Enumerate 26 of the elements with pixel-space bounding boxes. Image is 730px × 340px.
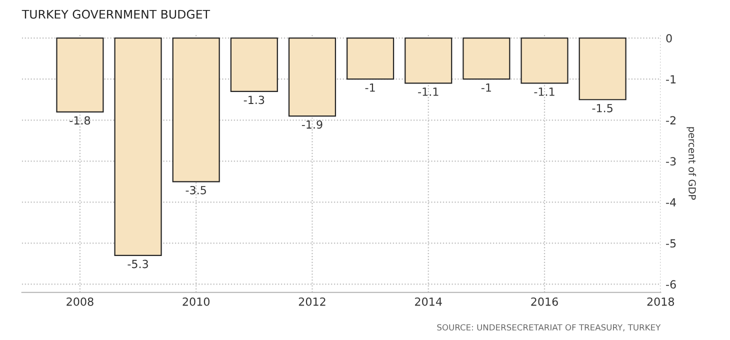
x-tick-label: 2012 <box>298 297 326 306</box>
x-tick-label: 2016 <box>531 297 558 306</box>
x-tick-label: 2018 <box>647 297 674 306</box>
y-tick-label: -2 <box>666 116 676 124</box>
data-label: -3.5 <box>186 186 206 194</box>
source-note: SOURCE: UNDERSECRETARIAT OF TREASURY, TURKEY <box>437 324 661 332</box>
data-label: -1 <box>481 84 491 92</box>
data-label: -1.1 <box>534 88 554 96</box>
y-axis-title: percent of GDP <box>686 127 696 200</box>
y-tick-label: -1 <box>666 75 676 84</box>
x-tick-label: 2010 <box>182 297 210 306</box>
data-label: -1.8 <box>70 116 90 125</box>
chart-title: TURKEY GOVERNMENT BUDGET <box>22 10 210 19</box>
data-label: -1.5 <box>592 104 612 112</box>
x-tick-label: 2014 <box>415 297 442 306</box>
y-tick-label: -5 <box>666 239 676 248</box>
y-tick-label: -3 <box>666 157 676 166</box>
data-label: -1.1 <box>418 88 438 96</box>
y-tick-label: -6 <box>666 280 676 289</box>
x-tick-label: 2008 <box>66 297 94 306</box>
data-label: -5.3 <box>128 260 148 268</box>
data-label: -1 <box>365 84 375 92</box>
y-tick-label: -4 <box>666 198 676 206</box>
data-label: -1.9 <box>302 120 322 129</box>
y-tick-label: 0 <box>666 34 672 42</box>
data-label: -1.3 <box>244 96 264 104</box>
